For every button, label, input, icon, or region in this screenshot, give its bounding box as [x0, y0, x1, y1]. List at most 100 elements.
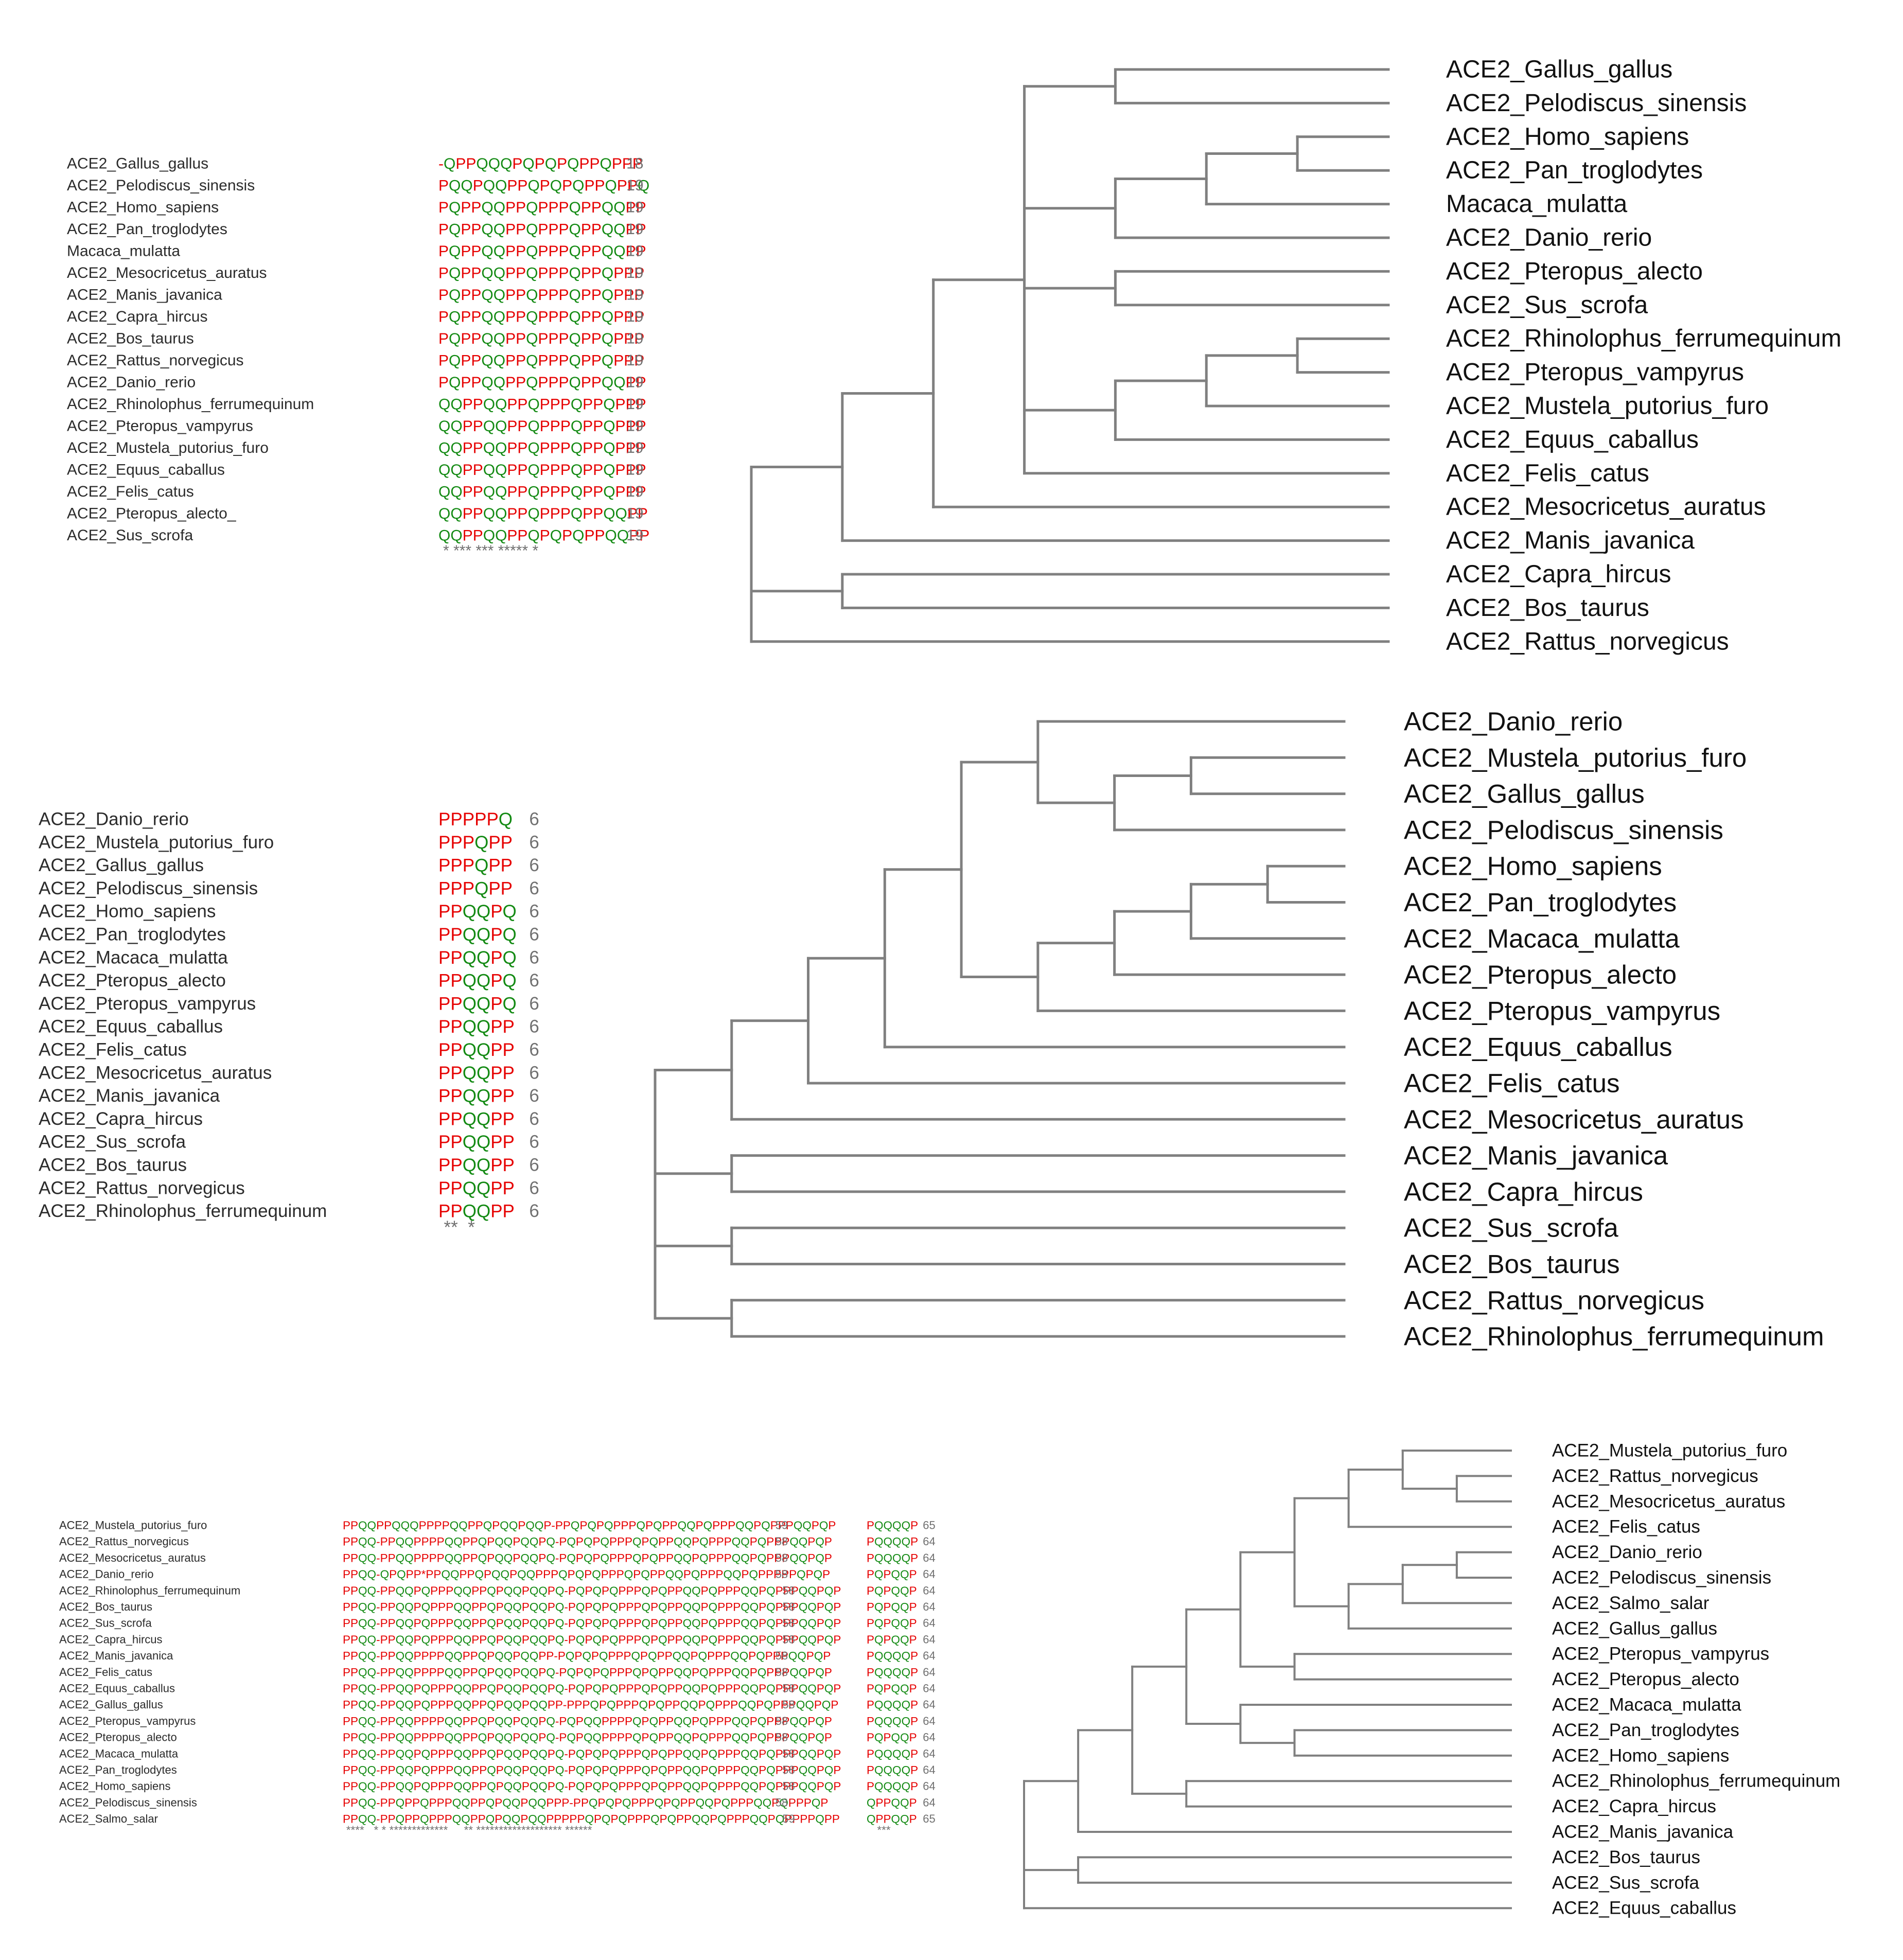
alignment-sequence: PQPQQP — [867, 1617, 917, 1630]
alignment-length: 64 — [923, 1551, 935, 1564]
alignment-species-name: ACE2_Homo_sapiens — [67, 199, 219, 216]
alignment-sequence: PPQQPP — [438, 1040, 515, 1060]
alignment-sequence: PPPQPP — [438, 832, 513, 852]
tree-leaf-label: ACE2_Rhinolophus_ferrumequinum — [1552, 1771, 1840, 1791]
panel-b-alignment: ACE2_Danio_rerio PPPPPQ 6ACE2_Mustela_puto… — [39, 809, 539, 1238]
alignment-species-name: ACE2_Pelodiscus_sinensis — [67, 177, 255, 194]
alignment-length: 6 — [529, 1178, 539, 1198]
tree-leaf-label: ACE2_Macaca_mulatta — [1404, 924, 1680, 953]
tree-leaf-label: ACE2_Pteropus_vampyrus — [1446, 359, 1744, 386]
alignment-species-name: ACE2_Pteropus_vampyrus — [67, 418, 253, 435]
tree-leaf-label: ACE2_Mesocricetus_auratus — [1404, 1105, 1744, 1134]
alignment-row-ace2-pteropus-alecto: ACE2_Pteropus_alecto_ QQPPQQPPQPPPQPPQQPP… — [67, 505, 648, 522]
alignment-species-name: ACE2_Pan_troglodytes — [39, 925, 226, 945]
alignment-row-ace2-gallus-gallus: ACE2_Gallus_gallus PPPQPP 6 — [39, 855, 539, 875]
alignment-row-ace2-bos-taurus: ACE2_Bos_taurus PPQQPP 6 — [39, 1155, 539, 1175]
alignment-row-ace2-felis-catus: ACE2_Felis_catus PPQQPP 6 — [39, 1040, 539, 1060]
alignment-length: 6 — [529, 947, 539, 967]
alignment-sequence: PPQQPP — [438, 1109, 515, 1129]
alignment-row-ace2-manis-javanica: ACE2_Manis_javanica PPQQPP 6 — [39, 1086, 539, 1106]
alignment-sequence: PPQQPP — [438, 1201, 515, 1221]
alignment-length: 58 — [776, 1551, 788, 1564]
alignment-sequence: PPQQPQ — [438, 902, 517, 922]
alignment-sequence: PQPQQP — [867, 1584, 917, 1597]
alignment-length: 19 — [626, 527, 643, 544]
alignment-row-ace2-mustela-putorius-furo: ACE2_Mustela_putorius_furo QQPPQQPPQPPPQP… — [67, 439, 646, 456]
alignment-length: 64 — [923, 1649, 935, 1662]
alignment-sequence: PPQQ-PPQQPPPPQQPPQPQQPQQPQ-PQPQPQPPPQPQP… — [343, 1551, 832, 1564]
alignment-sequence: PQPQQP — [867, 1633, 917, 1646]
tree-leaf-label: ACE2_Equus_caballus — [1552, 1898, 1736, 1918]
alignment-species-name: ACE2_Homo_sapiens — [39, 902, 216, 922]
alignment-length: 6 — [529, 1132, 539, 1152]
tree-leaf-label: ACE2_Bos_taurus — [1552, 1847, 1700, 1867]
alignment-row-ace2-rhinolophus-ferrumequinum: ACE2_Rhinolophus_ferrumequinum PPQQPP 6 — [39, 1201, 539, 1221]
alignment-row-ace2-pan-troglodytes: ACE2_Pan_troglodytes PPQQPQ 6 — [39, 925, 539, 945]
alignment-length: 58 — [776, 1666, 788, 1679]
alignment-length: 58 — [776, 1535, 788, 1548]
alignment-row-ace2-pteropus-vampyrus: ACE2_Pteropus_vampyrus PPQQPQ 6 — [39, 994, 539, 1014]
tree-leaf-label: ACE2_Homo_sapiens — [1446, 123, 1689, 150]
alignment-row-ace2-rhinolophus-ferrumequinum: ACE2_Rhinolophus_ferrumequinum PPQQ-PPQQP… — [59, 1584, 936, 1597]
alignment-species-name: ACE2_Salmo_salar — [59, 1812, 158, 1825]
alignment-row-ace2-danio-rerio: ACE2_Danio_rerio PPQQ-QPQPP*PPQQPPQPQQPQQ… — [59, 1568, 936, 1581]
alignment-sequence: QQPPQQPPQPPPQPPQPPP — [438, 418, 646, 435]
alignment-sequence: PQPPQQPPQPPPQPPQPPP — [438, 352, 644, 369]
alignment-length: 64 — [923, 1780, 935, 1793]
alignment-row-ace2-pteropus-vampyrus: ACE2_Pteropus_vampyrus PPQQ-PPQQPPPPQQPPQ… — [59, 1715, 936, 1727]
tree-leaf-label: ACE2_Rattus_norvegicus — [1404, 1285, 1704, 1315]
alignment-species-name: ACE2_Rattus_norvegicus — [67, 352, 244, 369]
alignment-sequence: PQQQQP — [867, 1698, 918, 1711]
alignment-length: 6 — [529, 925, 539, 945]
alignment-consensus: ** * — [444, 1217, 475, 1238]
alignment-sequence: PPQQ-PPQQPQPPPQQPPQPQQPQQPQ-PQPQPQPPPQPQ… — [343, 1633, 841, 1646]
alignment-species-name: ACE2_Sus_scrofa — [39, 1132, 186, 1152]
alignment-sequence: PQPPQQPPQPPPQPPQPPP — [438, 287, 644, 304]
alignment-length: 64 — [923, 1600, 935, 1613]
tree-leaf-label: ACE2_Sus_scrofa — [1404, 1213, 1618, 1243]
alignment-length: 64 — [923, 1747, 935, 1760]
alignment-length: 19 — [626, 505, 643, 522]
tree-leaf-label: ACE2_Rhinolophus_ferrumequinum — [1404, 1322, 1824, 1351]
alignment-species-name: ACE2_Rattus_norvegicus — [59, 1535, 189, 1548]
tree-leaf-label: ACE2_Homo_sapiens — [1404, 852, 1662, 881]
alignment-species-name: ACE2_Bos_taurus — [59, 1600, 152, 1613]
alignment-sequence: PQPPQQPPQPPPQPPQPPP — [438, 308, 644, 325]
alignment-sequence: QQPPQQPPQPPPQPPQPPP — [438, 396, 646, 413]
alignment-length: 19 — [626, 264, 643, 281]
alignment-sequence: PQQQQP — [867, 1780, 918, 1793]
alignment-row-ace2-homo-sapiens: ACE2_Homo_sapiens PPQQ-PPQQPQPPPQQPPQPQQP… — [59, 1780, 936, 1793]
alignment-length: 64 — [923, 1731, 935, 1744]
alignment-row-ace2-mustela-putorius-furo: ACE2_Mustela_putorius_furo PPQQPPQQQPPPPQ… — [59, 1519, 936, 1532]
alignment-sequence: PPPQPP — [438, 855, 513, 875]
alignment-sequence: PQQPQQPPQPQPQPPQPPQ — [438, 177, 649, 194]
alignment-length: 18 — [626, 155, 643, 172]
alignment-sequence: PQPPQQPPQPPPQPPQQPP — [438, 374, 646, 391]
alignment-length: 58 — [782, 1780, 795, 1793]
alignment-species-name: ACE2_Equus_caballus — [39, 1017, 223, 1037]
tree-leaf-label: ACE2_Pteropus_vampyrus — [1552, 1644, 1769, 1664]
tree-leaf-label: ACE2_Pelodiscus_sinensis — [1404, 815, 1723, 844]
alignment-sequence: PPPQPP — [438, 878, 513, 898]
tree-leaf-label: ACE2_Mustela_putorius_furo — [1446, 393, 1769, 420]
alignment-species-name: ACE2_Felis_catus — [59, 1666, 152, 1679]
alignment-sequence: PQPPQQPPQPPPQPPQQPP — [438, 243, 646, 260]
alignment-length: 6 — [529, 994, 539, 1014]
alignment-species-name: ACE2_Equus_caballus — [67, 462, 225, 479]
alignment-row-ace2-capra-hircus: ACE2_Capra_hircus PPQQPP 6 — [39, 1109, 539, 1129]
alignment-sequence: PPQQ-PPQQPPPPQQPPQPQQPQQPQ-PQPQQPPPPQPQP… — [343, 1715, 832, 1727]
tree-leaf-label: ACE2_Gallus_gallus — [1446, 56, 1672, 83]
alignment-length: 58 — [782, 1747, 795, 1760]
panel-c-alignment: ACE2_Mustela_putorius_furo PPQQPPQQQPPPPQ… — [59, 1519, 936, 1837]
tree-leaf-label: ACE2_Rattus_norvegicus — [1552, 1466, 1758, 1486]
tree-leaf-label: ACE2_Danio_rerio — [1404, 707, 1623, 736]
alignment-length: 58 — [782, 1600, 795, 1613]
alignment-sequence: PPQQ-PPQQPQPPPQQPPQPQQPQQPQ-PQPQPQPPPQPQ… — [343, 1780, 841, 1793]
alignment-sequence: PPQQ-PPQQPQPPPQQPPQPQQPQQPP-PPPQPQPPPQPQ… — [343, 1698, 838, 1711]
alignment-row-ace2-rhinolophus-ferrumequinum: ACE2_Rhinolophus_ferrumequinum QQPPQQPPQP… — [67, 396, 646, 413]
alignment-row-ace2-homo-sapiens: ACE2_Homo_sapiens PPQQPQ 6 — [39, 902, 539, 922]
alignment-row-ace2-sus-scrofa: ACE2_Sus_scrofa PPQQPP 6 — [39, 1132, 539, 1152]
